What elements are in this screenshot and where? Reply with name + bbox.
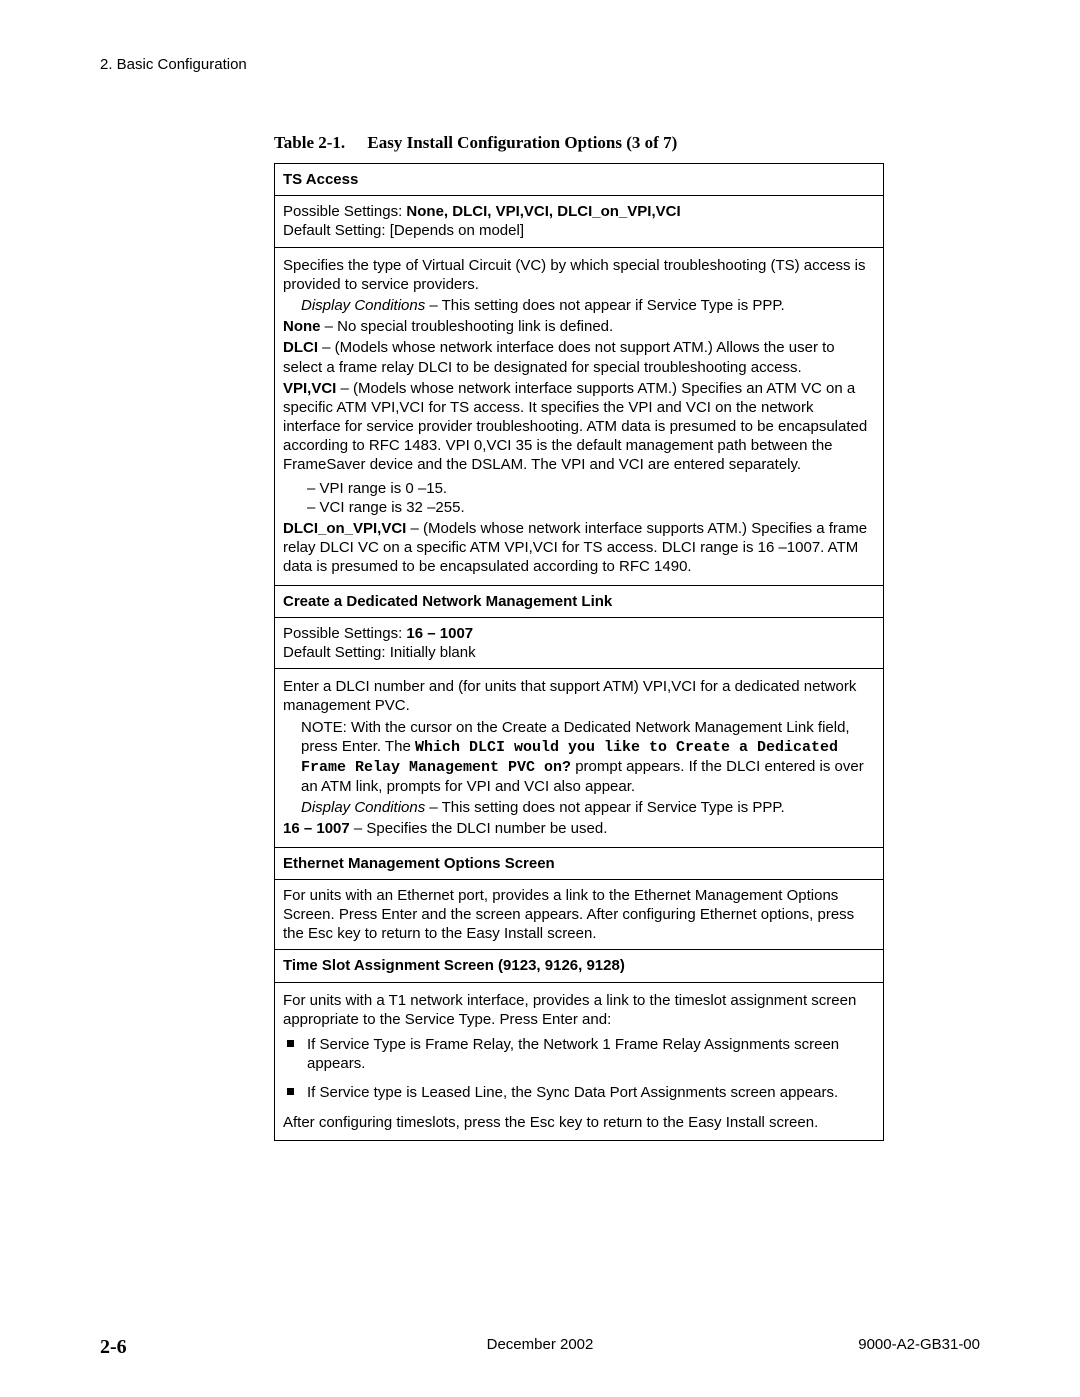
ts-dlci: DLCI – (Models whose network interface d… — [283, 338, 875, 376]
timeslot-body: For units with a T1 network interface, p… — [275, 982, 884, 1140]
timeslot-heading: Time Slot Assignment Screen (9123, 9126,… — [275, 950, 884, 982]
timeslot-intro: For units with a T1 network interface, p… — [283, 991, 875, 1029]
chapter-header: 2. Basic Configuration — [100, 56, 980, 73]
ts-access-settings: Possible Settings: None, DLCI, VPI,VCI, … — [275, 196, 884, 247]
timeslot-bullets: If Service Type is Frame Relay, the Netw… — [283, 1035, 875, 1103]
table-number: Table 2-1. — [274, 133, 345, 152]
timeslot-b1: If Service Type is Frame Relay, the Netw… — [307, 1035, 875, 1073]
none-label: None — [283, 318, 321, 335]
footer-docid: 9000-A2-GB31-00 — [858, 1336, 980, 1353]
dlci-label: DLCI — [283, 339, 318, 356]
default-setting: Default Setting: Initially blank — [283, 644, 476, 661]
display-label: Display Conditions — [301, 297, 425, 314]
ts-vpi: VPI,VCI – (Models whose network interfac… — [283, 379, 875, 475]
none-text: – No special troubleshooting link is def… — [321, 318, 614, 335]
dedicated-note: NOTE: With the cursor on the Create a De… — [283, 718, 875, 797]
document-page: 2. Basic Configuration Table 2-1. Easy I… — [0, 0, 1080, 1397]
footer-date: December 2002 — [100, 1336, 980, 1353]
dedicated-settings: Possible Settings: 16 – 1007 Default Set… — [275, 617, 884, 668]
vpi-text: – (Models whose network interface suppor… — [283, 380, 867, 474]
vpi-label: VPI,VCI — [283, 380, 336, 397]
ts-access-body: Specifies the type of Virtual Circuit (V… — [275, 247, 884, 585]
table-caption: Table 2-1. Easy Install Configuration Op… — [274, 133, 980, 153]
timeslot-b2: If Service type is Leased Line, the Sync… — [307, 1083, 875, 1102]
display-label: Display Conditions — [301, 799, 425, 816]
dedicated-heading: Create a Dedicated Network Management Li… — [275, 585, 884, 617]
config-table: TS Access Possible Settings: None, DLCI,… — [274, 163, 884, 1141]
possible-label: Possible Settings: — [283, 625, 406, 642]
vci-range: VCI range is 32 –255. — [307, 498, 875, 517]
possible-values: 16 – 1007 — [406, 625, 473, 642]
dedicated-intro: Enter a DLCI number and (for units that … — [283, 677, 875, 715]
display-text: – This setting does not appear if Servic… — [425, 297, 784, 314]
possible-label: Possible Settings: — [283, 203, 406, 220]
ethernet-body: For units with an Ethernet port, provide… — [275, 879, 884, 950]
vpi-range: VPI range is 0 –15. — [307, 479, 875, 498]
dedicated-body: Enter a DLCI number and (for units that … — [275, 669, 884, 848]
ts-intro: Specifies the type of Virtual Circuit (V… — [283, 256, 875, 294]
timeslot-after: After configuring timeslots, press the E… — [283, 1113, 875, 1132]
dedicated-display-cond: Display Conditions – This setting does n… — [283, 798, 875, 817]
ts-ranges: VPI range is 0 –15. VCI range is 32 –255… — [283, 479, 875, 517]
ethernet-heading: Ethernet Management Options Screen — [275, 847, 884, 879]
ts-none: None – No special troubleshooting link i… — [283, 317, 875, 336]
dlci-text: – (Models whose network interface does n… — [283, 339, 835, 375]
range-text: – Specifies the DLCI number be used. — [350, 820, 608, 837]
table-caption-title: Easy Install Configuration Options (3 of… — [367, 133, 677, 152]
page-footer: 2-6 December 2002 9000-A2-GB31-00 — [100, 1336, 980, 1359]
dedicated-range: 16 – 1007 – Specifies the DLCI number be… — [283, 819, 875, 838]
possible-values: None, DLCI, VPI,VCI, DLCI_on_VPI,VCI — [406, 203, 680, 220]
ts-access-heading: TS Access — [275, 164, 884, 196]
dlcion-label: DLCI_on_VPI,VCI — [283, 520, 406, 537]
default-setting: Default Setting: [Depends on model] — [283, 222, 524, 239]
range-label: 16 – 1007 — [283, 820, 350, 837]
display-text: – This setting does not appear if Servic… — [425, 799, 784, 816]
ts-dlcion: DLCI_on_VPI,VCI – (Models whose network … — [283, 519, 875, 577]
ts-display-cond: Display Conditions – This setting does n… — [283, 296, 875, 315]
